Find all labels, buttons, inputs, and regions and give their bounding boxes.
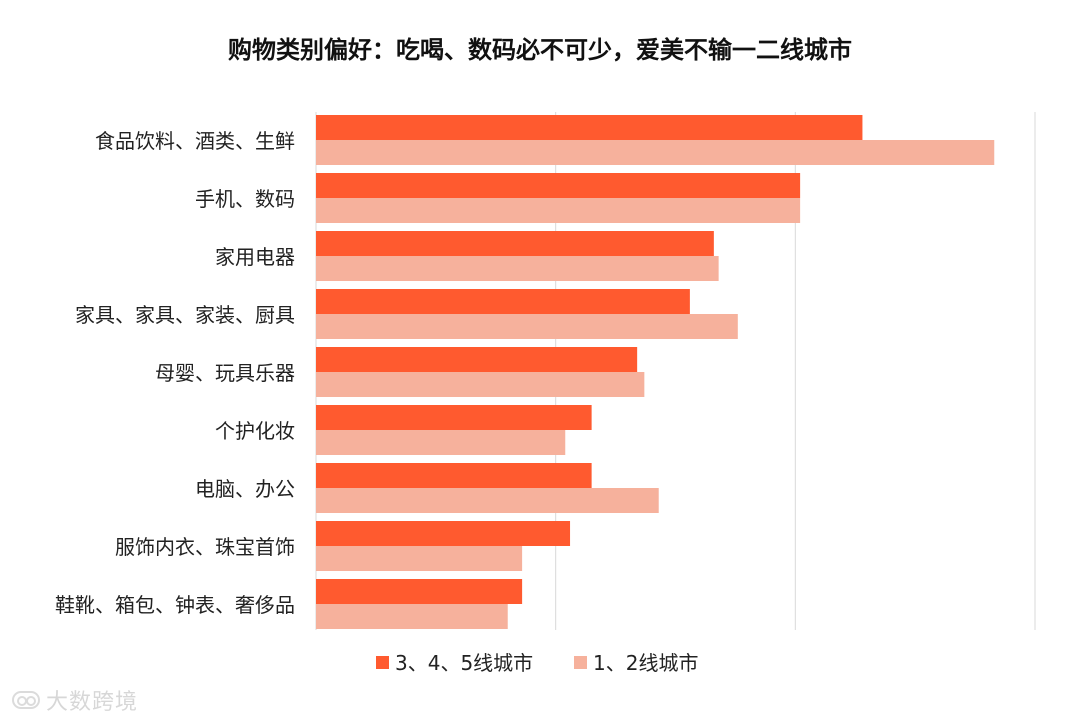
bar-2-4 bbox=[316, 372, 645, 397]
bar-2-3 bbox=[316, 314, 738, 339]
watermark-logo-icon bbox=[12, 691, 40, 709]
watermark: 大数跨境 bbox=[12, 684, 138, 716]
bar-2-2 bbox=[316, 256, 719, 281]
category-label-0: 食品饮料、酒类、生鲜 bbox=[95, 129, 295, 153]
bar-1-2 bbox=[316, 231, 714, 256]
legend-swatch-2 bbox=[574, 656, 587, 669]
watermark-text: 大数跨境 bbox=[46, 690, 139, 715]
bar-1-6 bbox=[316, 463, 592, 488]
bars bbox=[316, 115, 995, 629]
legend-label-2: 1、2线城市 bbox=[593, 651, 698, 675]
bar-1-1 bbox=[316, 173, 801, 198]
category-label-2: 家用电器 bbox=[215, 245, 295, 269]
bar-2-7 bbox=[316, 546, 523, 571]
bar-1-4 bbox=[316, 347, 638, 372]
bar-1-3 bbox=[316, 289, 690, 314]
category-label-6: 电脑、办公 bbox=[195, 477, 295, 501]
category-label-7: 服饰内衣、珠宝首饰 bbox=[115, 535, 295, 559]
bar-2-0 bbox=[316, 140, 995, 165]
legend-swatch-1 bbox=[376, 656, 389, 669]
chart-title: 购物类别偏好：吃喝、数码必不可少，爱美不输一二线城市 bbox=[228, 36, 852, 64]
bar-2-8 bbox=[316, 604, 508, 629]
bar-2-5 bbox=[316, 430, 566, 455]
category-label-5: 个护化妆 bbox=[215, 419, 295, 443]
bar-1-8 bbox=[316, 579, 523, 604]
bar-1-5 bbox=[316, 405, 592, 430]
category-labels: 食品饮料、酒类、生鲜手机、数码家用电器家具、家具、家装、厨具母婴、玩具乐器个护化… bbox=[55, 129, 295, 617]
legend: 3、4、5线城市 1、2线城市 bbox=[376, 651, 698, 675]
legend-label-1: 3、4、5线城市 bbox=[395, 651, 533, 675]
category-label-3: 家具、家具、家装、厨具 bbox=[75, 303, 295, 327]
category-label-1: 手机、数码 bbox=[195, 187, 295, 211]
bar-1-0 bbox=[316, 115, 863, 140]
category-label-8: 鞋靴、箱包、钟表、奢侈品 bbox=[55, 593, 295, 617]
bar-2-6 bbox=[316, 488, 659, 513]
category-label-4: 母婴、玩具乐器 bbox=[155, 361, 295, 385]
bar-2-1 bbox=[316, 198, 801, 223]
bar-1-7 bbox=[316, 521, 571, 546]
